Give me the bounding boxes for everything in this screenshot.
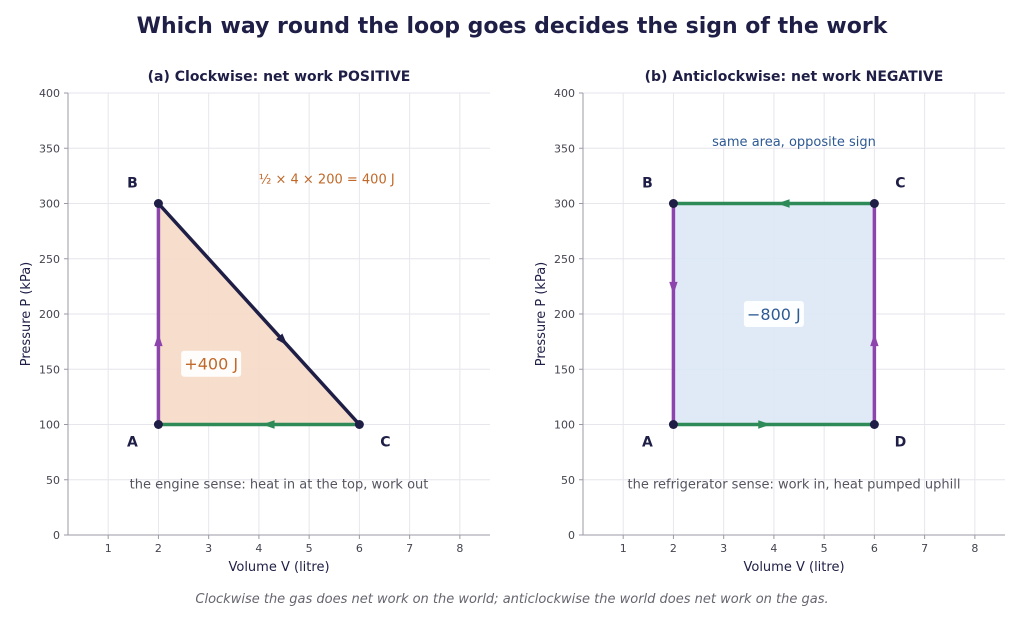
x-tick-label: 4 (255, 542, 262, 555)
y-tick-label: 350 (554, 142, 575, 155)
x-tick-label: 7 (921, 542, 928, 555)
x-tick-label: 2 (670, 542, 677, 555)
x-axis-label: Volume V (litre) (743, 560, 844, 575)
area-formula-label: ½ × 4 × 200 = 400 J (259, 173, 395, 188)
vertex-point-A (153, 420, 163, 429)
y-tick-label: 200 (39, 308, 60, 321)
vertex-point-D (869, 420, 879, 429)
footnote-caption: Clockwise the gas does net work on the w… (195, 592, 829, 607)
vertex-label-B: B (642, 176, 653, 192)
x-tick-label: 8 (971, 542, 978, 555)
x-axis-label: Volume V (litre) (228, 560, 329, 575)
x-tick-label: 4 (770, 542, 777, 555)
area-label-background (181, 350, 242, 377)
vertex-point-B (153, 199, 163, 208)
x-tick-label: 2 (155, 542, 162, 555)
y-tick-label: 300 (554, 198, 575, 211)
annotation-top: same area, opposite sign (712, 135, 876, 150)
direction-arrow-CA (261, 420, 275, 429)
x-tick-label: 1 (620, 542, 627, 555)
x-tick-label: 6 (356, 542, 363, 555)
vertex-label-A: A (642, 435, 653, 451)
x-tick-label: 8 (456, 542, 463, 555)
vertex-label-B: B (127, 176, 138, 192)
y-axis-label: Pressure P (kPa) (19, 262, 34, 367)
vertex-label-D: D (895, 435, 907, 451)
y-tick-label: 100 (39, 419, 60, 432)
vertex-point-A (668, 420, 678, 429)
direction-arrow-AD (758, 420, 771, 429)
panel-title: (a) Clockwise: net work POSITIVE (148, 69, 411, 85)
x-tick-label: 3 (720, 542, 727, 555)
y-tick-label: 200 (554, 308, 575, 321)
vertex-label-A: A (127, 435, 138, 451)
y-tick-label: 150 (554, 363, 575, 376)
vertex-point-B (668, 199, 678, 208)
main-title: Which way round the loop goes decides th… (136, 14, 888, 39)
y-tick-label: 0 (568, 529, 575, 542)
x-tick-label: 3 (205, 542, 212, 555)
vertex-point-C (869, 199, 879, 208)
vertex-point-C (354, 420, 364, 429)
y-axis-label: Pressure P (kPa) (534, 262, 549, 367)
vertex-label-C: C (895, 176, 905, 192)
area-work-label: −800 J (747, 305, 801, 324)
y-tick-label: 50 (561, 474, 575, 487)
x-tick-label: 5 (821, 542, 828, 555)
area-label-background (743, 301, 804, 327)
annotation-bottom: the refrigerator sense: work in, heat pu… (628, 478, 961, 493)
x-tick-label: 7 (406, 542, 413, 555)
x-tick-label: 5 (306, 542, 313, 555)
x-tick-label: 1 (105, 542, 112, 555)
y-tick-label: 0 (53, 529, 60, 542)
area-work-label: +400 J (184, 355, 238, 374)
y-tick-label: 350 (39, 142, 60, 155)
y-tick-label: 50 (46, 474, 60, 487)
x-tick-label: 6 (871, 542, 878, 555)
y-tick-label: 100 (554, 419, 575, 432)
direction-arrow-BA (669, 281, 678, 295)
process-path-BC (156, 201, 362, 427)
direction-arrow-DC (870, 333, 879, 347)
y-tick-label: 250 (39, 253, 60, 266)
panel-title: (b) Anticlockwise: net work NEGATIVE (645, 69, 944, 85)
vertex-label-C: C (380, 435, 390, 451)
direction-arrow-AB (154, 333, 163, 347)
y-tick-label: 150 (39, 363, 60, 376)
y-tick-label: 400 (39, 87, 60, 100)
annotation-bottom: the engine sense: heat in at the top, wo… (130, 478, 429, 493)
y-tick-label: 250 (554, 253, 575, 266)
y-tick-label: 300 (39, 198, 60, 211)
y-tick-label: 400 (554, 87, 575, 100)
direction-arrow-CB (776, 199, 790, 208)
direction-arrow-BC (276, 333, 288, 346)
